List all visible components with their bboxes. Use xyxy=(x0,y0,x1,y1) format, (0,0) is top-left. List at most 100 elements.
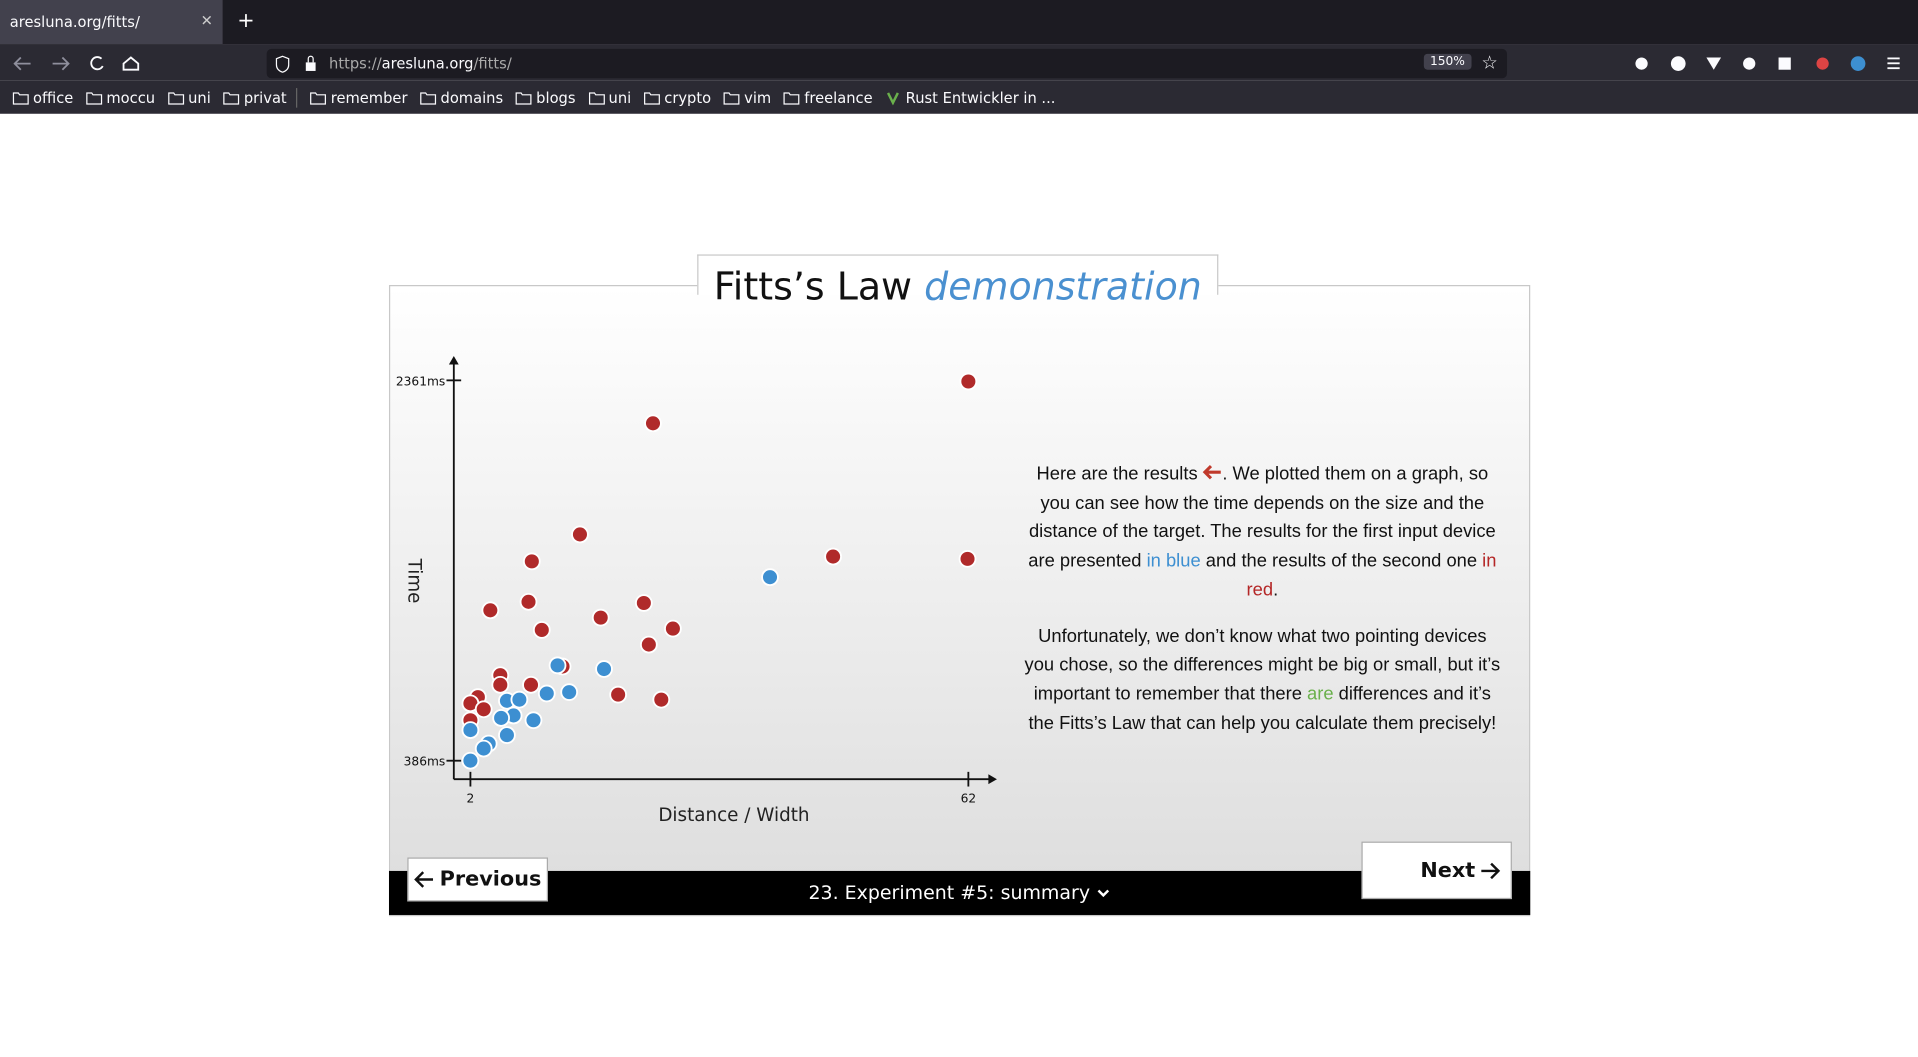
bookmark[interactable]: uni xyxy=(588,89,631,106)
bookmark[interactable]: uni xyxy=(167,88,211,106)
bookmark-label: freelance xyxy=(804,88,873,106)
arrow-icon xyxy=(1203,464,1222,480)
url-scheme: https:// xyxy=(329,55,382,73)
bookmark[interactable]: crypto xyxy=(643,89,711,106)
arrow-icon xyxy=(1481,862,1501,879)
data-point xyxy=(959,372,978,391)
data-point xyxy=(609,685,628,704)
text: and the results of the second one xyxy=(1200,550,1483,572)
y-tick-label: 386ms xyxy=(404,755,446,769)
bookmark[interactable]: domains xyxy=(420,89,503,106)
y-tick-label: 2361ms xyxy=(396,374,445,388)
data-point xyxy=(571,525,589,544)
data-point xyxy=(461,751,480,770)
bookmark[interactable]: privat xyxy=(223,89,287,106)
separator xyxy=(296,87,298,108)
new-tab[interactable]: + xyxy=(237,8,255,34)
x-arrow xyxy=(988,774,997,785)
bookmark-label: remember xyxy=(330,88,408,106)
folder-icon xyxy=(784,91,800,104)
data-point xyxy=(548,656,567,675)
arrow-icon xyxy=(414,871,434,888)
explanation: Here are the results . We plotted them o… xyxy=(1023,460,1503,755)
tab-bar xyxy=(0,0,1918,45)
bookmark[interactable]: moccu xyxy=(86,89,155,106)
nav-icons[interactable] xyxy=(0,44,159,81)
data-point xyxy=(664,619,682,638)
bookmark-label: domains xyxy=(440,88,504,106)
data-point xyxy=(491,675,510,694)
data-point xyxy=(560,683,579,702)
next-button[interactable]: Next xyxy=(1361,841,1512,900)
slide-title: Fitts’s Law demonstration xyxy=(697,254,1219,309)
data-point xyxy=(532,621,551,639)
bookmark[interactable]: vim xyxy=(723,89,771,106)
folder-icon xyxy=(515,91,532,104)
data-point xyxy=(481,601,500,620)
zoom-level[interactable]: 150% xyxy=(1423,53,1472,70)
bookmark-label: Rust Entwickler in ... xyxy=(905,88,1056,106)
bookmark[interactable]: blogs xyxy=(515,88,576,106)
bookmark[interactable]: freelance xyxy=(783,88,873,106)
tab-title: aresluna.org/fitts/ xyxy=(9,13,140,31)
folder-icon xyxy=(420,91,437,104)
bookmark[interactable]: office xyxy=(12,89,73,106)
bookmark-label: blogs xyxy=(536,88,576,106)
folder-icon xyxy=(223,91,240,104)
bookmark-label: uni xyxy=(188,88,211,106)
x-tick-label: 2 xyxy=(467,791,475,805)
data-point xyxy=(634,594,653,612)
data-point xyxy=(595,660,613,678)
folder-icon xyxy=(644,91,660,104)
title-accent: demonstration xyxy=(924,265,1202,310)
data-point xyxy=(522,552,541,571)
previous-button[interactable]: Previous xyxy=(407,857,549,902)
bookmark-label: vim xyxy=(744,88,772,106)
bookmark-label: uni xyxy=(608,88,632,106)
folder-icon xyxy=(86,91,103,104)
data-point xyxy=(591,608,610,627)
text: in blue xyxy=(1146,550,1201,572)
chevron xyxy=(1097,889,1110,898)
bookmark[interactable]: Rust Entwickler in ... xyxy=(885,88,1056,106)
bookmarks-bar: office moccu uni privat remember domains blogs… xyxy=(0,80,1918,114)
y-axis-label: Time xyxy=(404,558,425,604)
text: . We plotted them on a graph, so you can… xyxy=(1028,463,1496,572)
x-axis-label: Distance / Width xyxy=(658,805,809,826)
url: https://aresluna.org/fitts/ xyxy=(329,55,512,72)
text: Unfortunately, we don’t know what two po… xyxy=(1024,625,1501,705)
tab-close[interactable]: ✕ xyxy=(200,12,213,30)
folder-icon xyxy=(12,91,29,104)
url-bar[interactable]: https://aresluna.org/fitts/ 150% ☆ xyxy=(266,48,1508,79)
bookmark-icon xyxy=(887,91,900,105)
folder-icon xyxy=(310,91,327,104)
data-point xyxy=(522,675,540,694)
paragraph: Here are the results . We plotted them o… xyxy=(1023,460,1503,605)
title-plain: Fitts’s Law xyxy=(713,265,913,310)
bookmark-label: office xyxy=(33,88,74,106)
data-point xyxy=(537,684,556,703)
data-point xyxy=(474,739,493,758)
data-point xyxy=(461,721,480,739)
bookmark-star[interactable]: ☆ xyxy=(1481,51,1498,74)
data-point xyxy=(958,550,977,568)
text: Here are the results xyxy=(1036,463,1203,485)
chapter-bar[interactable]: 23. Experiment #5: summary xyxy=(388,870,1531,915)
button-label: Next xyxy=(1420,858,1476,883)
text: differences and it’s the Fitts’s Law tha… xyxy=(1028,683,1497,734)
data-point xyxy=(639,635,658,654)
bookmark[interactable]: remember xyxy=(310,88,408,106)
data-point xyxy=(761,568,779,587)
folder-icon xyxy=(167,91,184,104)
url-path: /fitts/ xyxy=(473,55,512,73)
data-point xyxy=(519,592,538,611)
data-point xyxy=(510,690,529,709)
tab[interactable]: aresluna.org/fitts/ ✕ xyxy=(0,0,223,45)
url-icons xyxy=(275,55,316,73)
data-point xyxy=(524,711,543,730)
data-point xyxy=(474,700,493,719)
folder-icon xyxy=(723,91,740,104)
data-point xyxy=(644,414,662,433)
